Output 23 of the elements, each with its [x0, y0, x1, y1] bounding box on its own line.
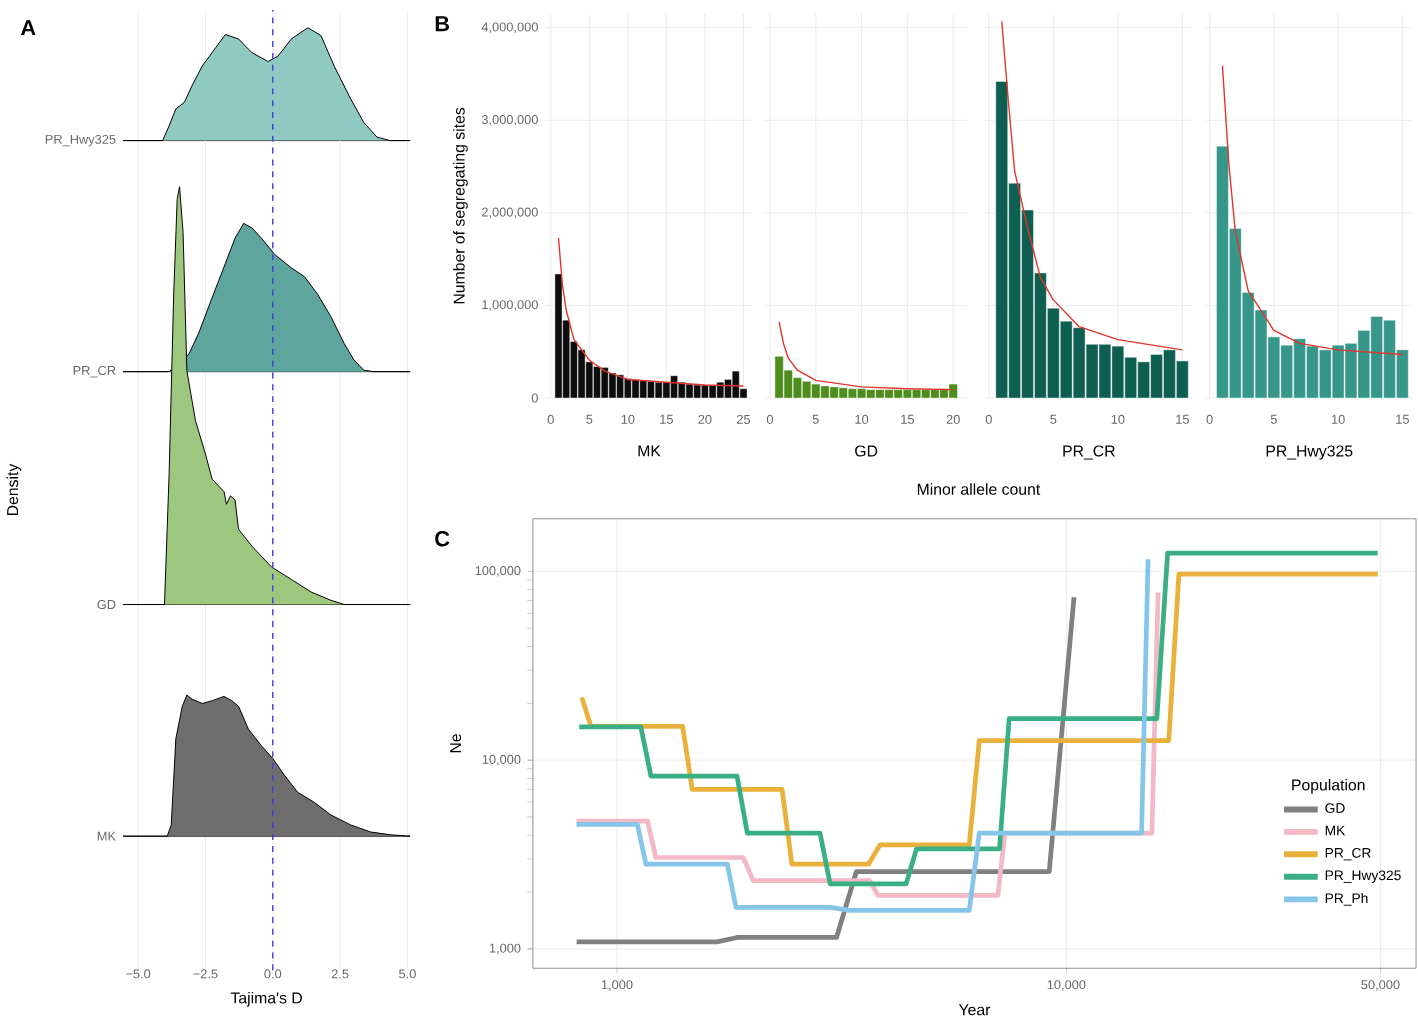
bar — [616, 374, 624, 399]
bar — [554, 273, 563, 399]
bar — [678, 382, 686, 399]
bar — [624, 378, 632, 399]
bar — [631, 379, 640, 399]
bar — [670, 375, 678, 399]
bar — [593, 366, 601, 399]
bar — [639, 380, 647, 399]
bar — [693, 384, 701, 399]
bar — [662, 382, 671, 399]
bar — [608, 372, 617, 399]
bar — [654, 382, 663, 399]
bar — [708, 384, 717, 399]
bar — [577, 349, 586, 399]
bar — [685, 383, 694, 399]
bar — [647, 381, 655, 399]
bar — [701, 384, 709, 399]
chart-title: C — [435, 531, 450, 547]
chart-title: B — [435, 16, 449, 32]
bar — [600, 367, 609, 399]
bar — [716, 382, 725, 399]
chart-title: A — [20, 20, 36, 36]
bar — [732, 370, 740, 399]
